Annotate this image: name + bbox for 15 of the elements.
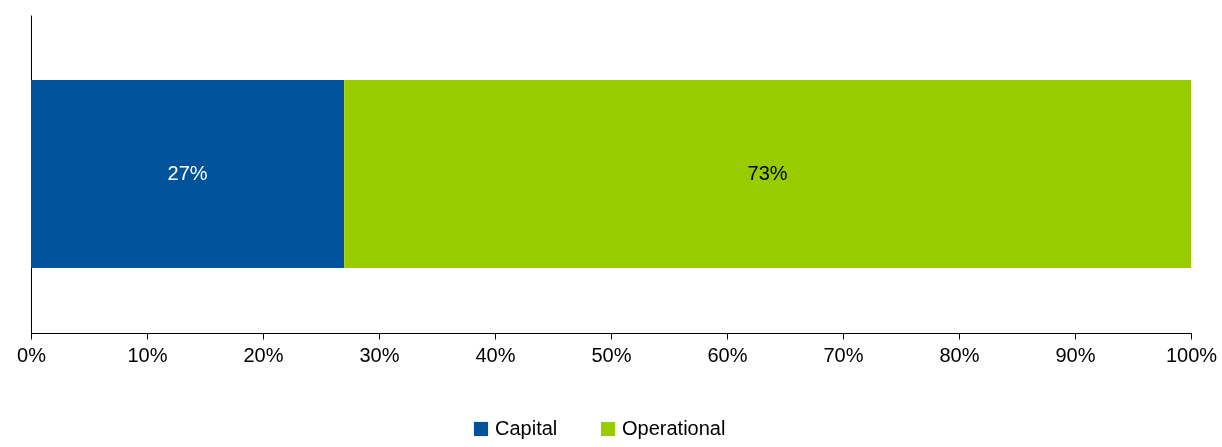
x-tick-label: 100% <box>1165 343 1218 366</box>
data-label: 27% <box>167 162 208 184</box>
x-tick-label: 30% <box>359 343 400 366</box>
x-tick-label: 50% <box>591 343 632 366</box>
x-tick-label: 60% <box>707 343 748 366</box>
legend-label: Capital <box>495 417 558 439</box>
x-tick-label: 20% <box>243 343 284 366</box>
x-tick-label: 70% <box>823 343 864 366</box>
x-tick-label: 40% <box>475 343 516 366</box>
x-tick-label: 10% <box>127 343 168 366</box>
x-tick-label: 0% <box>17 343 47 366</box>
legend-label: Operational <box>622 417 726 439</box>
x-tick-label: 80% <box>939 343 980 366</box>
data-label: 73% <box>747 162 788 184</box>
x-tick-label: 90% <box>1055 343 1096 366</box>
